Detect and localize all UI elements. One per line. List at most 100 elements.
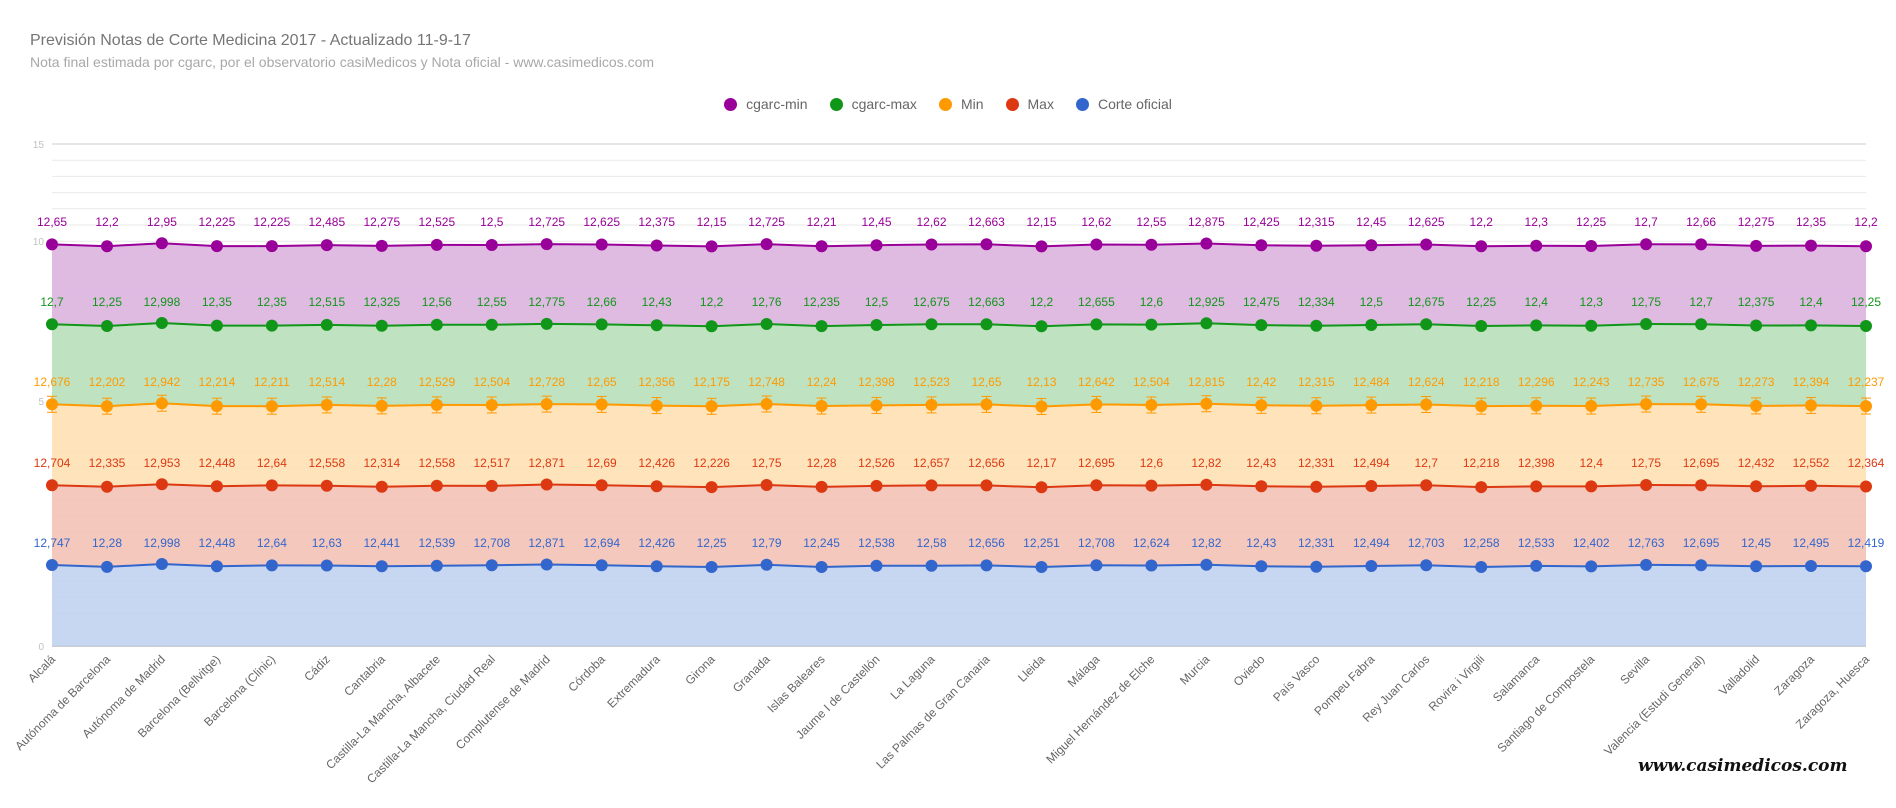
legend-item-corte-oficial[interactable]: Corte oficial	[1075, 96, 1172, 112]
data-point-min[interactable]	[101, 400, 113, 413]
data-point-cgarc-min[interactable]	[1090, 238, 1103, 251]
data-point-cgarc-min[interactable]	[1365, 239, 1378, 252]
data-point-min[interactable]	[1585, 400, 1598, 412]
data-point-corte-oficial[interactable]	[760, 558, 773, 571]
data-point-cgarc-max[interactable]	[705, 320, 718, 333]
data-point-min[interactable]	[1200, 397, 1213, 410]
data-point-corte-oficial[interactable]	[155, 558, 168, 570]
data-point-min[interactable]	[595, 398, 608, 411]
data-point-max[interactable]	[1035, 481, 1048, 494]
data-point-cgarc-min[interactable]	[375, 239, 388, 252]
data-point-cgarc-min[interactable]	[1640, 238, 1653, 251]
data-point-max[interactable]	[101, 480, 113, 493]
data-point-cgarc-max[interactable]	[1310, 319, 1323, 332]
data-point-cgarc-min[interactable]	[1530, 239, 1543, 252]
data-point-corte-oficial[interactable]	[1200, 558, 1213, 571]
data-point-cgarc-max[interactable]	[485, 318, 498, 331]
data-point-max[interactable]	[320, 479, 333, 492]
data-point-cgarc-max[interactable]	[870, 319, 883, 331]
data-point-min[interactable]	[1640, 398, 1653, 411]
data-point-min[interactable]	[1530, 399, 1543, 412]
data-point-min[interactable]	[1860, 400, 1872, 413]
data-point-min[interactable]	[1750, 399, 1763, 412]
data-point-cgarc-min[interactable]	[1805, 239, 1817, 252]
data-point-corte-oficial[interactable]	[705, 561, 718, 573]
data-point-cgarc-max[interactable]	[1475, 320, 1488, 332]
data-point-corte-oficial[interactable]	[870, 559, 883, 572]
data-point-corte-oficial[interactable]	[980, 559, 993, 572]
data-point-min[interactable]	[155, 397, 168, 410]
data-point-min[interactable]	[1420, 398, 1433, 411]
data-point-cgarc-min[interactable]	[155, 237, 168, 250]
data-point-corte-oficial[interactable]	[101, 560, 113, 573]
data-point-corte-oficial[interactable]	[265, 559, 278, 572]
data-point-cgarc-min[interactable]	[1585, 240, 1598, 252]
data-point-min[interactable]	[46, 398, 58, 411]
data-point-max[interactable]	[375, 480, 388, 493]
data-point-max[interactable]	[1805, 479, 1817, 492]
data-point-cgarc-max[interactable]	[980, 318, 993, 331]
legend-item-cgarc-min[interactable]: cgarc-min	[724, 96, 808, 112]
data-point-cgarc-min[interactable]	[595, 238, 608, 251]
data-point-max[interactable]	[1750, 480, 1763, 493]
data-point-max[interactable]	[1365, 480, 1378, 492]
data-point-cgarc-max[interactable]	[1585, 319, 1598, 332]
data-point-min[interactable]	[1255, 399, 1268, 412]
data-point-min[interactable]	[980, 398, 993, 411]
data-point-cgarc-max[interactable]	[1090, 318, 1103, 331]
data-point-max[interactable]	[1475, 481, 1488, 494]
data-point-min[interactable]	[870, 399, 883, 412]
data-point-max[interactable]	[815, 480, 828, 493]
data-point-cgarc-min[interactable]	[1255, 239, 1268, 252]
data-point-cgarc-min[interactable]	[210, 240, 223, 253]
data-point-max[interactable]	[1310, 480, 1323, 493]
data-point-min[interactable]	[760, 398, 773, 410]
data-point-cgarc-max[interactable]	[1365, 319, 1378, 331]
data-point-min[interactable]	[1310, 399, 1323, 412]
data-point-cgarc-min[interactable]	[1145, 238, 1158, 251]
data-point-corte-oficial[interactable]	[595, 559, 608, 572]
data-point-cgarc-max[interactable]	[1200, 317, 1213, 330]
data-point-cgarc-min[interactable]	[870, 239, 883, 252]
legend-item-min[interactable]: Min	[938, 96, 984, 112]
data-point-cgarc-max[interactable]	[1420, 318, 1433, 331]
data-point-cgarc-min[interactable]	[760, 238, 773, 251]
data-point-max[interactable]	[1860, 480, 1872, 493]
data-point-cgarc-max[interactable]	[1750, 319, 1763, 332]
data-point-min[interactable]	[815, 400, 828, 412]
data-point-cgarc-max[interactable]	[155, 317, 168, 329]
data-point-cgarc-max[interactable]	[265, 319, 278, 332]
data-point-max[interactable]	[650, 480, 663, 493]
data-point-max[interactable]	[1090, 479, 1103, 492]
data-point-corte-oficial[interactable]	[815, 561, 828, 573]
data-point-cgarc-min[interactable]	[265, 240, 278, 253]
data-point-corte-oficial[interactable]	[1090, 559, 1103, 572]
data-point-max[interactable]	[1200, 478, 1213, 491]
data-point-corte-oficial[interactable]	[1035, 561, 1048, 573]
data-point-cgarc-min[interactable]	[1695, 238, 1708, 251]
data-point-cgarc-min[interactable]	[980, 238, 993, 251]
data-point-cgarc-max[interactable]	[46, 318, 58, 331]
data-point-max[interactable]	[1695, 479, 1708, 492]
data-point-max[interactable]	[210, 480, 223, 493]
data-point-corte-oficial[interactable]	[1475, 561, 1488, 573]
data-point-cgarc-max[interactable]	[815, 320, 828, 333]
data-point-cgarc-min[interactable]	[1035, 240, 1048, 253]
data-point-cgarc-min[interactable]	[320, 239, 333, 252]
data-point-cgarc-min[interactable]	[485, 239, 498, 251]
data-point-max[interactable]	[980, 479, 993, 492]
data-point-cgarc-max[interactable]	[540, 317, 553, 330]
data-point-cgarc-min[interactable]	[1420, 238, 1433, 251]
data-point-min[interactable]	[265, 400, 278, 413]
data-point-corte-oficial[interactable]	[46, 559, 58, 571]
data-point-corte-oficial[interactable]	[375, 560, 388, 573]
legend-item-max[interactable]: Max	[1005, 96, 1054, 112]
data-point-corte-oficial[interactable]	[540, 558, 553, 571]
data-point-corte-oficial[interactable]	[1145, 559, 1158, 572]
data-point-cgarc-min[interactable]	[1310, 239, 1323, 252]
data-point-max[interactable]	[430, 479, 443, 492]
legend-item-cgarc-max[interactable]: cgarc-max	[829, 96, 917, 112]
data-point-cgarc-min[interactable]	[430, 238, 443, 251]
data-point-min[interactable]	[1475, 400, 1488, 413]
data-point-cgarc-max[interactable]	[1860, 320, 1872, 332]
